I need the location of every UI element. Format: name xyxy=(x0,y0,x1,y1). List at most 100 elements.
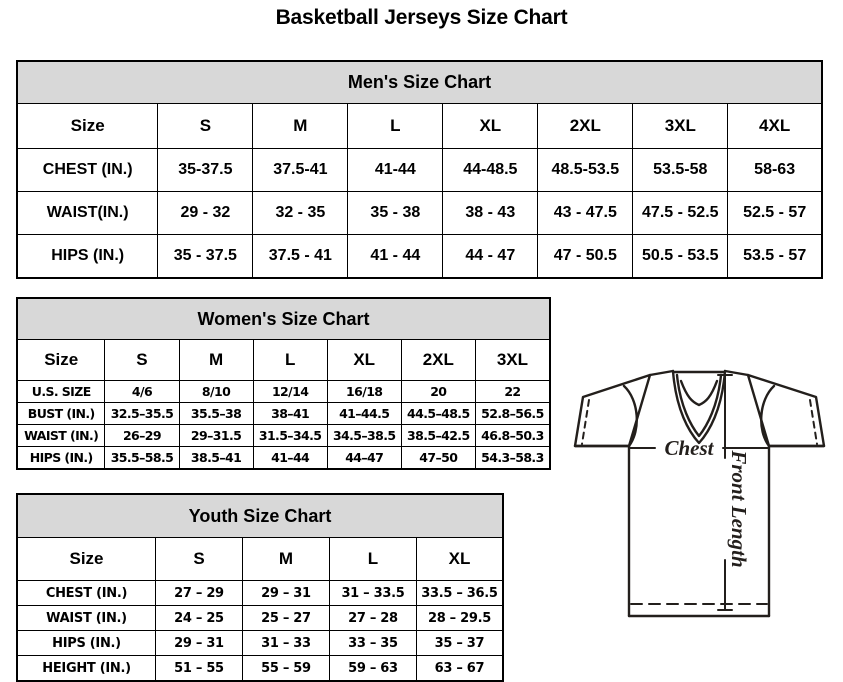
womens-header-row: Size S M L XL 2XL 3XL xyxy=(16,339,551,381)
mens-waist-s: 29 - 32 xyxy=(157,191,254,235)
womens-ussize-2xl: 20 xyxy=(400,380,476,403)
mens-band-row: Men's Size Chart xyxy=(16,60,823,104)
mens-row-label-hips: HIPS (IN.) xyxy=(16,234,159,279)
youth-height-xl: 63 – 67 xyxy=(415,655,504,682)
womens-row-label-us-size: U.S. SIZE xyxy=(16,380,106,403)
womens-col-header-s: S xyxy=(104,339,180,381)
mens-hips-xl: 44 - 47 xyxy=(442,234,539,279)
jersey-left-shoulder xyxy=(648,369,675,377)
jersey-left-cuff-dash xyxy=(581,399,590,445)
mens-col-header-3xl: 3XL xyxy=(632,103,729,149)
mens-hips-2xl: 47 - 50.5 xyxy=(537,234,634,279)
womens-waist-l: 31.5–34.5 xyxy=(252,424,328,447)
mens-col-header-size: Size xyxy=(16,103,159,149)
womens-hips-2xl: 47–50 xyxy=(400,446,476,470)
mens-hips-3xl: 50.5 - 53.5 xyxy=(632,234,729,279)
womens-size-chart-table: Women's Size Chart Size S M L XL 2XL 3XL… xyxy=(16,297,551,470)
mens-chest-xl: 44-48.5 xyxy=(442,148,539,192)
chest-measurement-label: Chest xyxy=(664,436,714,460)
womens-hips-s: 35.5–58.5 xyxy=(104,446,180,470)
mens-hips-s: 35 - 37.5 xyxy=(157,234,254,279)
youth-height-s: 51 – 55 xyxy=(155,655,243,682)
table-row: CHEST (IN.) 35-37.5 37.5-41 41-44 44-48.… xyxy=(16,148,823,192)
youth-band-row: Youth Size Chart xyxy=(16,493,504,538)
womens-bust-2xl: 44.5–48.5 xyxy=(400,402,476,425)
mens-waist-2xl: 43 - 47.5 xyxy=(537,191,634,235)
mens-row-label-waist: WAIST(IN.) xyxy=(16,191,159,235)
womens-bust-3xl: 52.8–56.5 xyxy=(474,402,551,425)
jersey-measurement-diagram: Chest Front Length xyxy=(555,348,843,668)
mens-row-label-chest: CHEST (IN.) xyxy=(16,148,159,192)
mens-chest-4xl: 58-63 xyxy=(727,148,823,192)
youth-height-l: 59 – 63 xyxy=(328,655,417,682)
mens-waist-3xl: 47.5 - 52.5 xyxy=(632,191,729,235)
table-row: HIPS (IN.) 35 - 37.5 37.5 - 41 41 - 44 4… xyxy=(16,234,823,279)
table-row: WAIST (IN.) 24 – 25 25 – 27 27 – 28 28 –… xyxy=(16,605,504,631)
mens-size-chart-table: Men's Size Chart Size S M L XL 2XL 3XL 4… xyxy=(16,60,823,279)
front-length-measurement-label: Front Length xyxy=(727,449,751,567)
womens-hips-m: 38.5–41 xyxy=(178,446,254,470)
womens-waist-2xl: 38.5–42.5 xyxy=(400,424,476,447)
table-row: HIPS (IN.) 35.5–58.5 38.5–41 41–44 44–47… xyxy=(16,446,551,470)
mens-col-header-m: M xyxy=(252,103,349,149)
youth-hips-m: 31 – 33 xyxy=(241,630,330,656)
youth-waist-m: 25 – 27 xyxy=(241,605,330,631)
mens-waist-l: 35 - 38 xyxy=(347,191,444,235)
mens-col-header-4xl: 4XL xyxy=(727,103,823,149)
youth-col-header-xl: XL xyxy=(415,537,504,581)
womens-hips-xl: 44–47 xyxy=(326,446,402,470)
table-row: WAIST(IN.) 29 - 32 32 - 35 35 - 38 38 - … xyxy=(16,191,823,235)
mens-waist-xl: 38 - 43 xyxy=(442,191,539,235)
youth-col-header-s: S xyxy=(155,537,243,581)
womens-row-label-hips: HIPS (IN.) xyxy=(16,446,106,470)
womens-col-header-l: L xyxy=(252,339,328,381)
womens-band-row: Women's Size Chart xyxy=(16,297,551,340)
youth-col-header-size: Size xyxy=(16,537,156,581)
youth-chart-title: Youth Size Chart xyxy=(16,493,504,538)
jersey-left-armhole xyxy=(622,384,638,448)
mens-waist-m: 32 - 35 xyxy=(252,191,349,235)
jersey-right-armhole xyxy=(760,384,776,448)
womens-row-label-waist: WAIST (IN.) xyxy=(16,424,106,447)
mens-chest-s: 35-37.5 xyxy=(157,148,254,192)
womens-waist-xl: 34.5–38.5 xyxy=(326,424,402,447)
womens-waist-m: 29–31.5 xyxy=(178,424,254,447)
youth-chest-s: 27 – 29 xyxy=(155,580,243,606)
womens-bust-m: 35.5–38 xyxy=(178,402,254,425)
womens-ussize-s: 4/6 xyxy=(104,380,180,403)
youth-hips-xl: 35 – 37 xyxy=(415,630,504,656)
table-row: U.S. SIZE 4/6 8/10 12/14 16/18 20 22 xyxy=(16,380,551,403)
youth-header-row: Size S M L XL xyxy=(16,537,504,581)
womens-col-header-xl: XL xyxy=(326,339,402,381)
table-row: HIPS (IN.) 29 – 31 31 – 33 33 – 35 35 – … xyxy=(16,630,504,656)
table-row: CHEST (IN.) 27 – 29 29 – 31 31 – 33.5 33… xyxy=(16,580,504,606)
womens-col-header-m: M xyxy=(178,339,254,381)
mens-col-header-l: L xyxy=(347,103,444,149)
mens-chest-m: 37.5-41 xyxy=(252,148,349,192)
womens-ussize-3xl: 22 xyxy=(474,380,551,403)
mens-col-header-s: S xyxy=(157,103,254,149)
jersey-right-shoulder xyxy=(723,369,750,377)
jersey-left-sleeve xyxy=(573,373,652,448)
youth-row-label-height: HEIGHT (IN.) xyxy=(16,655,156,682)
youth-col-header-m: M xyxy=(241,537,330,581)
page-title: Basketball Jerseys Size Chart xyxy=(275,6,568,29)
youth-chest-xl: 33.5 – 36.5 xyxy=(415,580,504,606)
womens-waist-3xl: 46.8–50.3 xyxy=(474,424,551,447)
womens-ussize-m: 8/10 xyxy=(178,380,254,403)
mens-hips-l: 41 - 44 xyxy=(347,234,444,279)
womens-waist-s: 26–29 xyxy=(104,424,180,447)
womens-chart-title: Women's Size Chart xyxy=(16,297,551,340)
youth-chest-m: 29 – 31 xyxy=(241,580,330,606)
table-row: BUST (IN.) 32.5–35.5 35.5–38 38–41 41–44… xyxy=(16,402,551,425)
mens-hips-m: 37.5 - 41 xyxy=(252,234,349,279)
mens-chart-title: Men's Size Chart xyxy=(16,60,823,104)
table-row: HEIGHT (IN.) 51 – 55 55 – 59 59 – 63 63 … xyxy=(16,655,504,682)
youth-chest-l: 31 – 33.5 xyxy=(328,580,417,606)
youth-hips-s: 29 – 31 xyxy=(155,630,243,656)
womens-ussize-l: 12/14 xyxy=(252,380,328,403)
table-row: WAIST (IN.) 26–29 29–31.5 31.5–34.5 34.5… xyxy=(16,424,551,447)
jersey-collar-line-1 xyxy=(675,373,723,438)
mens-hips-4xl: 53.5 - 57 xyxy=(727,234,823,279)
youth-height-m: 55 – 59 xyxy=(241,655,330,682)
